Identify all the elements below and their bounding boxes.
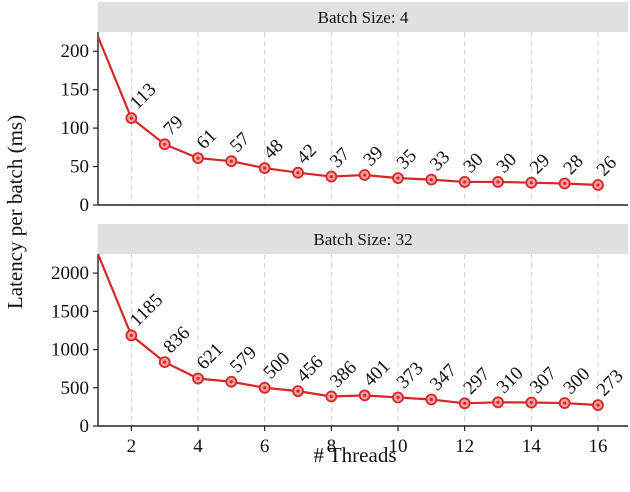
series-line	[96, 253, 599, 407]
y-tick-label: 100	[61, 118, 90, 139]
x-axis: 2 4 6 8 10 12 14 16	[98, 204, 628, 457]
x-tick-label: 10	[389, 436, 408, 457]
panel-1-y-axis: 0 50 100 150 200	[61, 32, 99, 216]
data-point-center	[529, 400, 533, 405]
data-point-center	[496, 180, 500, 184]
y-tick-label: 500	[61, 378, 90, 399]
data-point-center	[596, 403, 600, 407]
x-tick-label: 8	[327, 436, 337, 457]
data-label: 48	[259, 135, 287, 163]
data-label: 30	[459, 149, 487, 177]
x-tick-label: 12	[455, 436, 474, 457]
data-point-center	[396, 176, 400, 180]
panel-batch-32: Batch Size: 32 0 500 1000 1500 2000 11858366…	[51, 224, 628, 437]
data-label: 61	[193, 125, 221, 153]
panel-2-title: Batch Size: 32	[313, 230, 412, 249]
panel-2-header	[98, 224, 628, 254]
data-label: 79	[159, 112, 187, 140]
data-point-center	[429, 178, 433, 182]
data-point-center	[429, 397, 433, 402]
data-label: 347	[426, 360, 461, 395]
data-label: 456	[293, 352, 328, 387]
data-label: 33	[426, 147, 454, 175]
data-label: 37	[326, 144, 354, 172]
y-tick-label: 2000	[51, 263, 89, 284]
data-point-center	[296, 171, 300, 175]
y-tick-label: 150	[61, 80, 90, 101]
y-axis-label: Latency per batch (ms)	[3, 115, 27, 309]
data-label: 273	[593, 366, 628, 401]
data-label: 57	[226, 128, 254, 156]
data-point-center	[196, 376, 200, 381]
data-point-center	[496, 400, 500, 404]
data-label: 310	[493, 363, 528, 398]
y-tick-label: 50	[70, 157, 89, 178]
data-label: 836	[159, 323, 194, 358]
data-point-center	[363, 173, 367, 177]
data-point-center	[229, 380, 233, 384]
data-point-center	[463, 401, 467, 405]
panel-2-series	[96, 253, 604, 412]
data-label: 1185	[126, 290, 167, 331]
data-label: 39	[359, 142, 387, 170]
x-tick-label: 16	[589, 436, 608, 457]
data-point-center	[163, 142, 167, 146]
data-point-center	[396, 395, 400, 400]
data-label: 30	[493, 149, 521, 177]
data-point-center	[263, 386, 267, 390]
series-line	[96, 36, 599, 187]
data-point-center	[363, 393, 367, 397]
x-tick-label: 6	[260, 436, 270, 457]
panel-1-series	[96, 36, 604, 191]
data-label: 401	[359, 356, 394, 391]
data-point-center	[563, 181, 567, 186]
y-tick-label: 200	[61, 41, 90, 62]
data-point-center	[329, 174, 333, 179]
data-label: 26	[593, 152, 621, 180]
y-tick-label: 1000	[51, 340, 89, 361]
data-point-center	[163, 360, 167, 364]
data-point-center	[229, 159, 233, 163]
data-point-center	[129, 333, 133, 338]
data-label: 29	[526, 150, 554, 178]
data-label: 35	[393, 145, 421, 173]
panel-1-title: Batch Size: 4	[318, 8, 409, 27]
panel-2-y-axis: 0 500 1000 1500 2000	[51, 254, 99, 437]
panel-2-data-labels: 1185836621579500456386401373347297310307…	[126, 290, 628, 401]
y-tick-label: 0	[80, 416, 90, 437]
x-tick-label: 4	[193, 436, 203, 457]
data-label: 28	[559, 151, 587, 179]
data-point-center	[329, 394, 333, 399]
data-point-center	[129, 116, 133, 120]
x-axis-label: # Threads	[313, 443, 396, 467]
data-label: 42	[293, 140, 321, 168]
data-point-center	[596, 183, 600, 187]
data-point-center	[563, 401, 567, 405]
data-point-center	[463, 180, 467, 184]
data-label: 300	[559, 364, 594, 399]
x-tick-label: 2	[127, 436, 137, 457]
data-label: 579	[226, 342, 261, 377]
data-point-center	[296, 389, 300, 393]
y-tick-label: 0	[80, 195, 90, 216]
data-point-center	[263, 166, 267, 170]
panel-1-header	[98, 2, 628, 32]
x-tick-label: 14	[522, 436, 542, 457]
y-tick-label: 1500	[51, 301, 89, 322]
data-point-center	[529, 181, 533, 185]
data-point-center	[196, 156, 200, 160]
